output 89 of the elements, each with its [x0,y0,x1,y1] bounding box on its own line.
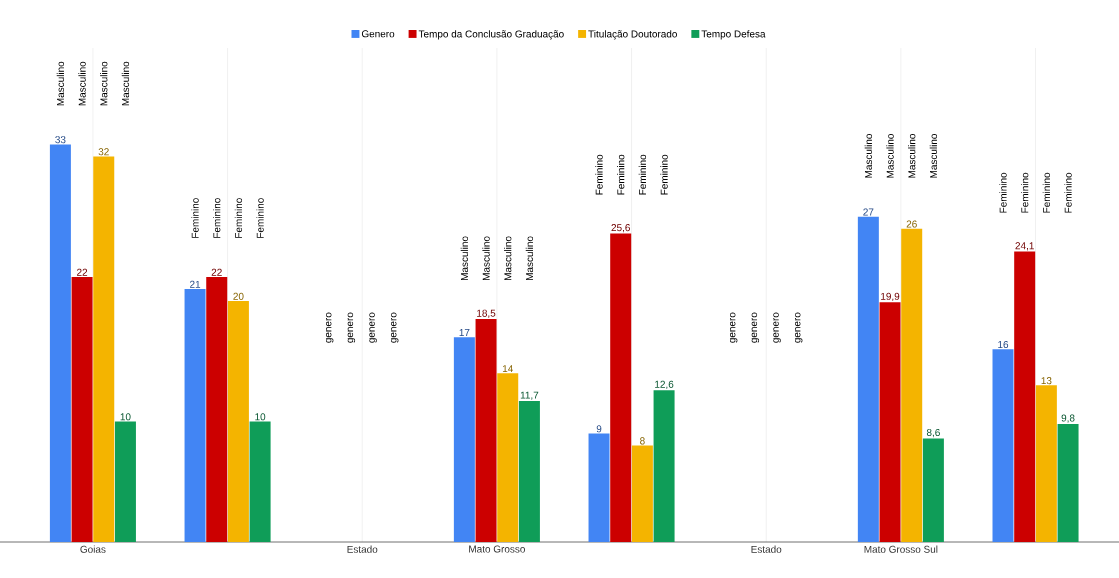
data-label: 22 [211,268,222,276]
data-label: 18,5 [477,309,496,318]
bar [922,438,944,542]
data-label: 9,8 [1061,414,1075,423]
data-label: 11,7 [520,391,539,400]
data-label: 13 [1041,377,1052,385]
bar [518,401,540,542]
bar [901,228,923,542]
bar [1057,423,1079,542]
bar [879,302,901,542]
bar [184,288,206,542]
annotation: Masculino [929,134,938,178]
data-label: 25,6 [611,224,630,233]
data-label: 24,1 [1015,242,1034,251]
data-label: 14 [502,365,513,373]
bar [1014,251,1036,542]
annotation: Feminino [191,198,199,238]
bar [475,319,497,542]
legend-label: Tempo da Conclusão Graduação [418,30,564,40]
bar [453,337,475,542]
annotation: Masculino [864,134,872,178]
annotation: genero [773,312,781,343]
annotation: Masculino [525,236,534,281]
data-label: 21 [190,280,201,288]
annotation: Masculino [908,134,916,178]
bar [71,276,93,542]
legend-label: Titulação Doutorado [588,30,677,40]
annotation: Masculino [121,61,130,106]
annotation: Masculino [78,61,86,106]
x-tick-label: Estado [347,545,378,553]
x-tick-label: Mato Grosso [469,545,525,553]
data-label: 8,6 [926,428,940,438]
bar [631,445,653,542]
annotation: Feminino [256,198,264,238]
bar [653,390,675,542]
data-label: 19,9 [881,292,900,302]
x-tick-label: Mato Grosso Sul [864,545,938,553]
bar [992,349,1014,542]
annotation: Masculino [100,61,108,106]
annotation: Feminino [617,154,625,195]
annotation: Feminino [1064,172,1072,213]
bar [610,233,632,542]
bar [114,421,136,542]
bar [1035,385,1057,542]
data-label: 33 [55,136,66,144]
bar [227,301,249,542]
annotation: Feminino [213,198,221,238]
bar [93,156,115,542]
annotation: Masculino [482,236,490,281]
annotation: Feminino [234,198,243,238]
data-label: 22 [77,268,88,276]
annotation: genero [347,312,356,343]
annotation: Masculino [460,236,469,281]
bar [588,433,610,542]
data-label: 10 [120,413,131,421]
annotation: Masculino [56,61,65,106]
annotation: Masculino [886,134,894,178]
annotation: Feminino [1042,172,1051,213]
bar [857,216,879,542]
data-label: 27 [863,208,874,216]
annotation: genero [751,312,760,343]
bar [206,276,228,542]
bar [249,421,271,542]
data-label: 8 [640,437,645,445]
data-label: 20 [233,292,244,300]
annotation: Feminino [1021,172,1029,213]
annotation: genero [795,312,803,343]
data-label: 12,6 [655,380,674,389]
legend-label: Tempo Defesa [701,30,766,40]
data-label: 10 [255,413,266,421]
x-tick-label: Estado [751,545,782,553]
annotation: genero [369,312,377,343]
bar [49,144,71,542]
x-tick-label: Goias [80,545,106,553]
data-label: 16 [998,340,1009,349]
annotation: Feminino [999,172,1007,213]
annotation: Feminino [638,154,647,195]
annotation: Feminino [595,154,603,195]
data-label: 9 [596,425,602,433]
annotation: genero [391,312,399,343]
annotation: Masculino [504,236,512,281]
data-label: 32 [98,148,109,156]
annotation: genero [326,312,334,343]
annotation: genero [729,312,738,343]
legend-label: Genero [361,30,395,38]
annotation: Feminino [660,154,668,195]
bar [497,373,519,542]
data-label: 17 [459,329,470,336]
data-label: 26 [906,220,917,228]
